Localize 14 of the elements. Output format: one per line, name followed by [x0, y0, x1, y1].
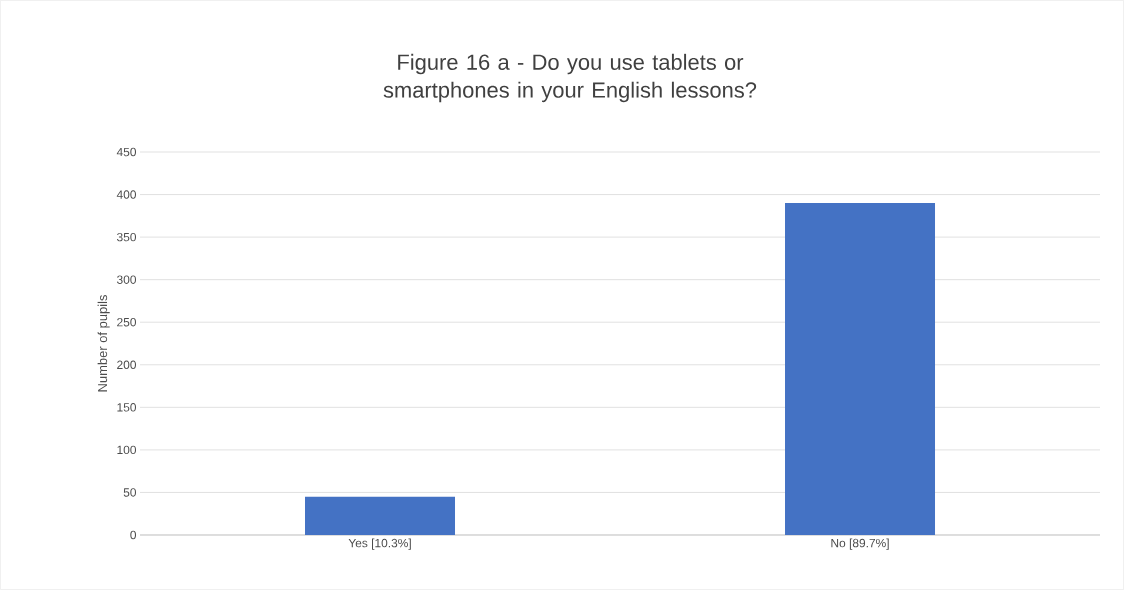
y-tick-label: 200: [117, 360, 137, 369]
x-tick-label: Yes [10.3%]: [348, 538, 411, 550]
y-tick-label: 100: [117, 445, 137, 455]
y-tick-label: 450: [116, 147, 137, 157]
y-tick-label: 0: [130, 530, 137, 540]
y-tick-label: 300: [116, 275, 137, 284]
y-tick-label: 400: [116, 190, 137, 199]
y-tick-label: 250: [117, 317, 137, 327]
y-tick-label: 350: [116, 232, 137, 242]
y-tick-label: 150: [117, 403, 137, 412]
y-axis-title: Number of pupils: [97, 295, 110, 392]
y-tick-label: 50: [123, 488, 137, 497]
x-tick-label: No [89.7%]: [831, 538, 889, 550]
chart-title: Figure 16 a - Do you use tablets or smartphones in your English lessons?: [383, 53, 757, 103]
